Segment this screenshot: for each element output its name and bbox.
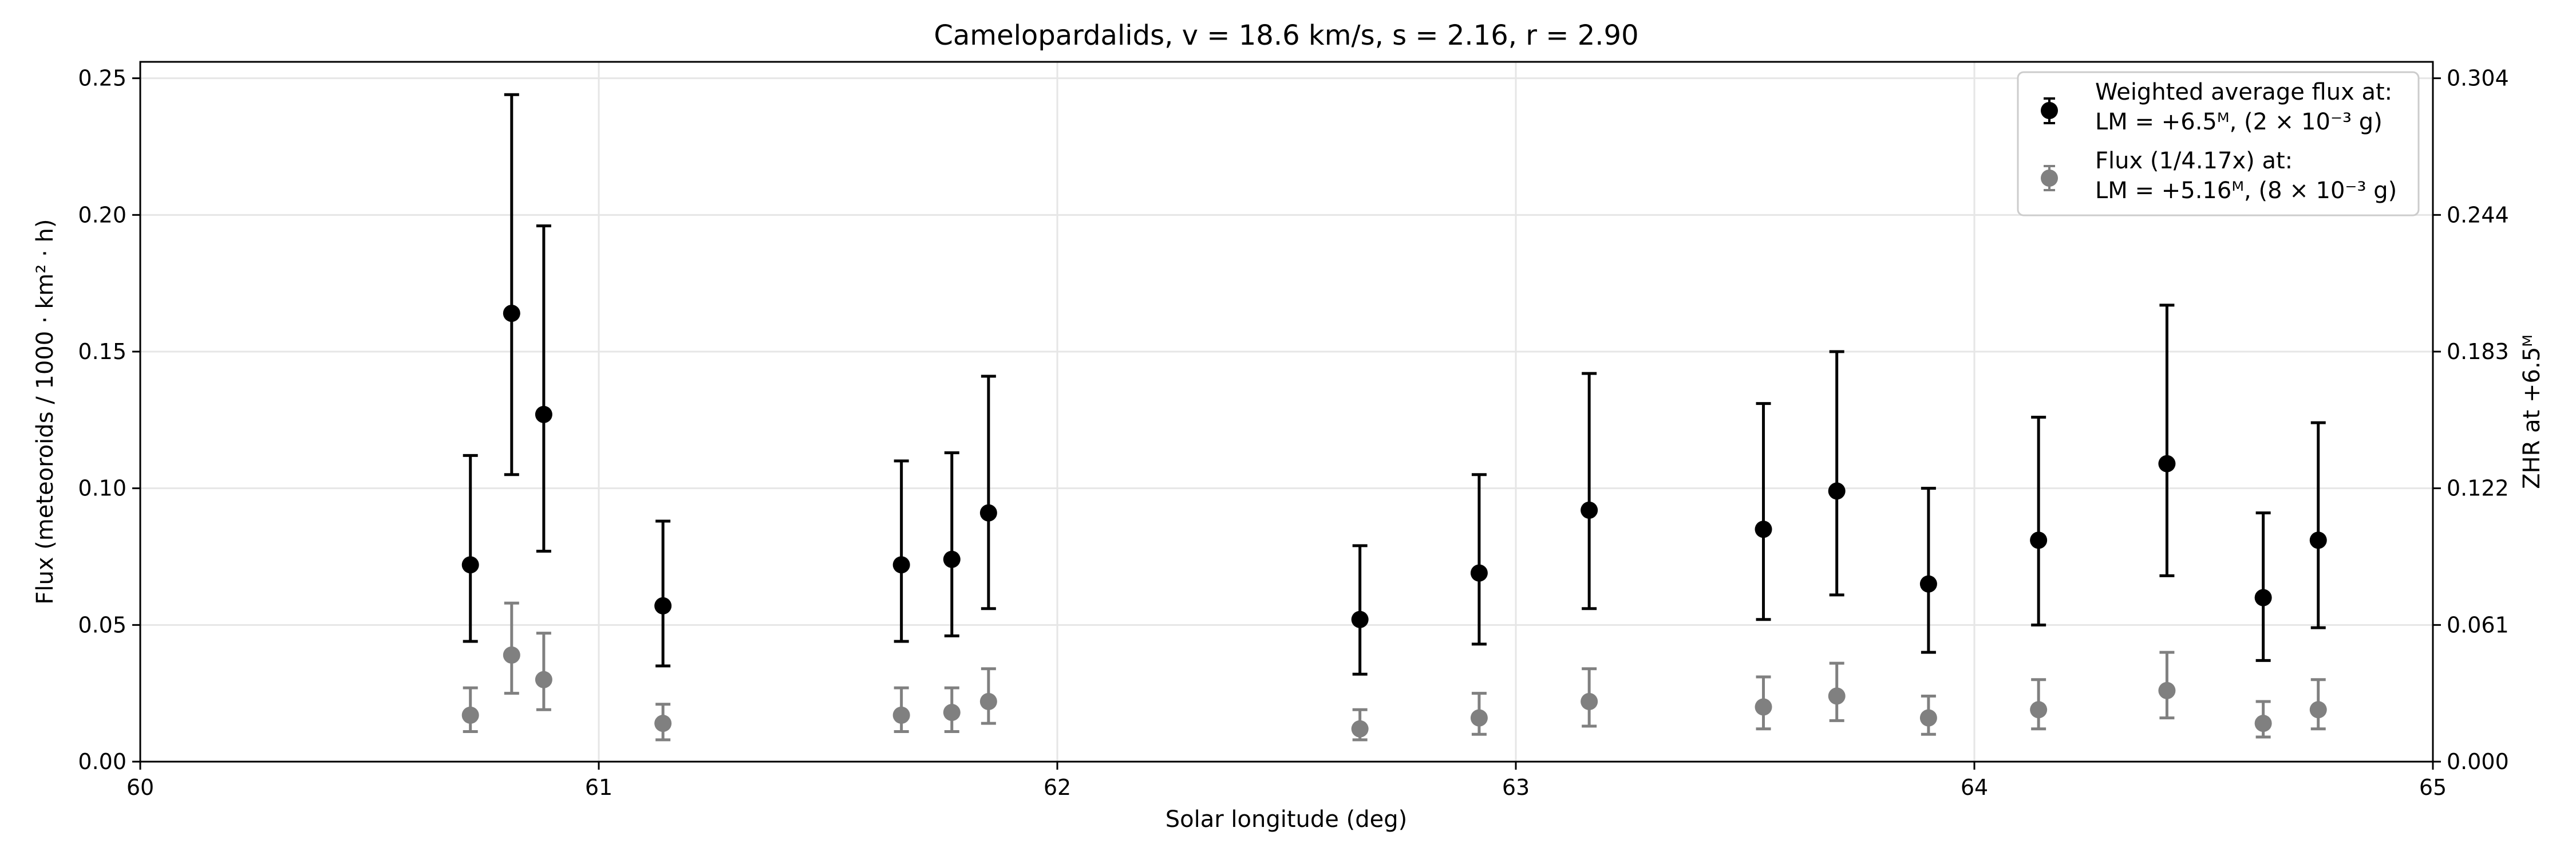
data-point (2254, 589, 2272, 606)
y-tick-label: 0.05 (78, 612, 127, 637)
y2-tick-label: 0.122 (2447, 476, 2509, 501)
data-point (1351, 610, 1369, 628)
data-point (1470, 564, 1488, 582)
data-point (1581, 692, 1598, 710)
y-tick-label: 0.00 (78, 749, 127, 774)
y-axis: 0.00 0.05 0.10 0.15 0.20 0.25 (78, 66, 140, 774)
data-point (2254, 715, 2272, 732)
y2-tick-label: 0.183 (2447, 339, 2509, 364)
data-point (461, 706, 479, 724)
data-point (1919, 709, 1937, 727)
data-point (503, 646, 520, 664)
data-point (979, 504, 997, 522)
series-layer (461, 93, 2327, 742)
legend-label-series-1-line-2: LM = +6.5ᴹ, (2 × 10⁻³ g) (2095, 109, 2383, 135)
data-point (461, 556, 479, 574)
data-point (2309, 701, 2327, 719)
x-tick-label: 63 (1502, 775, 1530, 800)
data-point (1755, 521, 1772, 538)
data-point (2309, 531, 2327, 549)
data-point (979, 692, 997, 710)
legend-marker-series-2 (2041, 165, 2058, 191)
legend: Weighted average flux at: LM = +6.5ᴹ, (2… (2017, 71, 2420, 216)
data-point (1828, 482, 1846, 500)
data-point (2158, 455, 2176, 472)
data-point (2030, 531, 2048, 549)
data-point (1581, 501, 1598, 519)
y-axis-title: Flux (meteoroids / 1000 · km² · h) (32, 219, 58, 604)
chart-title: Camelopardalids, v = 18.6 km/s, s = 2.16… (934, 19, 1638, 52)
y2-tick-label: 0.304 (2447, 66, 2509, 91)
data-point (2158, 681, 2176, 699)
legend-label-series-2-line-2: LM = +5.16ᴹ, (8 × 10⁻³ g) (2095, 178, 2397, 204)
legend-box (2017, 71, 2420, 216)
x-axis: 60 61 62 63 64 65 (127, 762, 2447, 800)
plot-frame (139, 61, 2434, 763)
x-axis-title: Solar longitude (deg) (1165, 806, 1407, 833)
data-point (654, 715, 672, 732)
data-point (943, 550, 961, 568)
data-point (654, 597, 672, 614)
data-point (1919, 575, 1937, 593)
data-point (943, 704, 961, 722)
y2-tick-label: 0.244 (2447, 202, 2509, 227)
data-point (892, 706, 910, 724)
series-2 (461, 601, 2327, 742)
y2-tick-label: 0.061 (2447, 612, 2509, 637)
y2-tick-label: 0.000 (2447, 749, 2509, 774)
y-tick-label: 0.15 (78, 339, 127, 364)
x-tick-label: 65 (2419, 775, 2447, 800)
legend-label-series-1-line-1: Weighted average flux at: (2095, 79, 2392, 105)
x-tick-label: 61 (585, 775, 613, 800)
y2-axis-title: ZHR at +6.5ᴹ (2519, 334, 2545, 489)
y2-axis: 0.000 0.061 0.122 0.183 0.244 0.304 (2433, 66, 2509, 774)
legend-label-series-2-line-1: Flux (1/4.17x) at: (2095, 148, 2293, 174)
y-tick-label: 0.25 (78, 66, 127, 91)
data-point (535, 405, 552, 423)
legend-marker-series-1 (2041, 97, 2058, 124)
data-point (1351, 720, 1369, 738)
x-tick-label: 60 (127, 775, 154, 800)
data-point (1755, 698, 1772, 716)
series-1 (461, 93, 2327, 676)
x-tick-label: 64 (1961, 775, 1988, 800)
y-tick-label: 0.20 (78, 202, 127, 227)
data-point (892, 556, 910, 574)
data-point (1828, 687, 1846, 705)
data-point (1470, 709, 1488, 727)
y-tick-label: 0.10 (78, 476, 127, 501)
data-point (535, 671, 552, 688)
data-point (503, 305, 520, 322)
data-point (2030, 701, 2048, 719)
x-tick-label: 62 (1044, 775, 1071, 800)
